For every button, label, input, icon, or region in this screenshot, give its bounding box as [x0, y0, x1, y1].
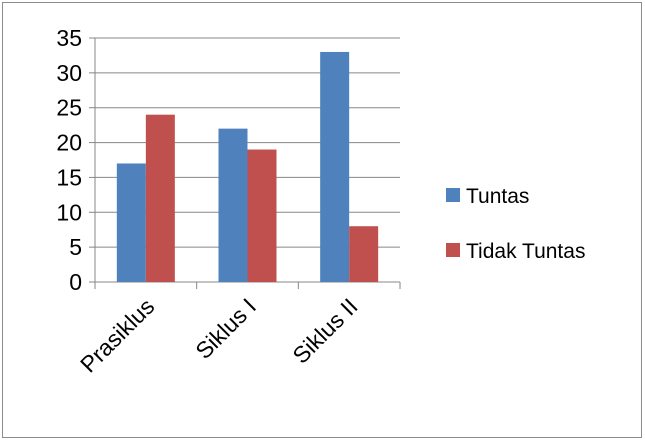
y-tick-label-25: 25 [56, 95, 82, 121]
legend-label-tuntas: Tuntas [466, 185, 529, 208]
x-tick-label-siklus-ii: Siklus II [287, 293, 362, 368]
bar-tuntas-siklus-ii [320, 51, 350, 282]
y-tick-label-30: 30 [56, 60, 82, 86]
bar-tidak-tuntas-siklus-ii [349, 226, 379, 282]
legend-swatch-tuntas [446, 188, 460, 202]
y-tick-label-35: 35 [56, 25, 82, 51]
legend-label-tidak-tuntas: Tidak Tuntas [466, 240, 585, 263]
bars [116, 51, 379, 282]
x-tick-labels: Prasiklus Siklus I Siklus II [75, 293, 363, 377]
y-tick-label-0: 0 [69, 269, 82, 295]
bar-tidak-tuntas-siklus-i [247, 149, 277, 282]
legend: Tuntas Tidak Tuntas [446, 185, 585, 263]
y-tick-label-20: 20 [56, 130, 82, 156]
legend-swatch-tidak-tuntas [446, 243, 460, 257]
x-tick-label-prasiklus: Prasiklus [75, 293, 159, 377]
y-tick-label-15: 15 [56, 164, 82, 190]
bar-tuntas-siklus-i [218, 128, 248, 282]
y-tick-labels: 0 5 10 15 20 25 30 35 [56, 25, 82, 295]
y-tick-label-10: 10 [56, 199, 82, 225]
x-tick-label-siklus-i: Siklus I [190, 293, 261, 364]
bar-tidak-tuntas-prasiklus [145, 114, 175, 282]
bar-tuntas-prasiklus [116, 163, 146, 282]
y-tick-label-5: 5 [69, 234, 82, 260]
